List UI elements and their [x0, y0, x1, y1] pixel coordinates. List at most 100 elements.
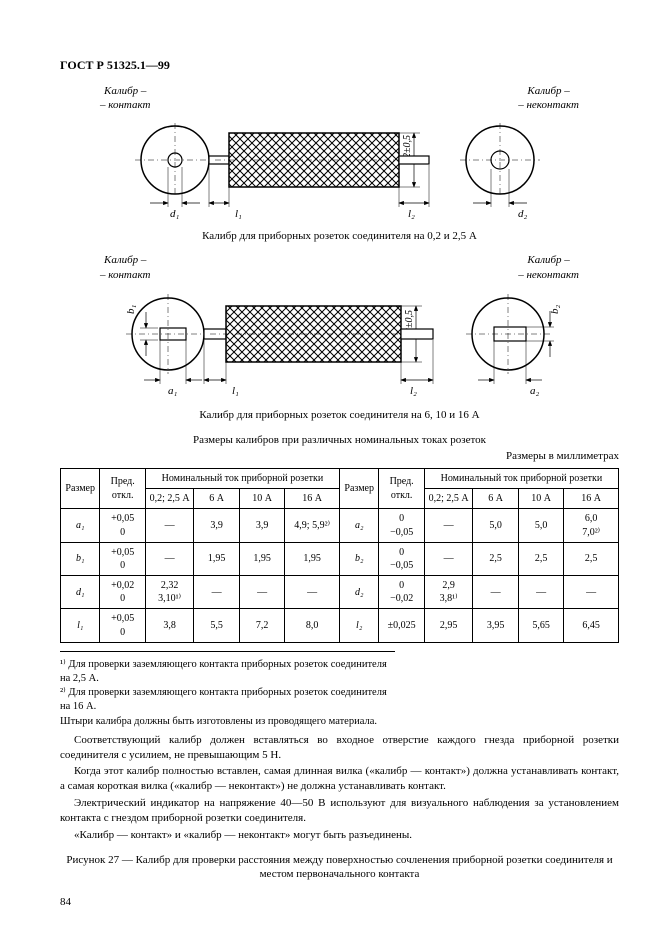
- fig2-labels: Калибр – – контакт Калибр – – неконтакт: [60, 253, 619, 282]
- page: ГОСТ Р 51325.1—99 Калибр – – контакт Кал…: [0, 0, 661, 936]
- fig1-l2: l₂: [408, 208, 415, 220]
- note-3: Штыри калибра должны быть изготовлены из…: [60, 715, 395, 729]
- table-cell: 3,95: [473, 609, 518, 642]
- table-cell: 2,32 3,10¹⁾: [145, 576, 194, 609]
- table-row: a₁+0,05 0—3,93,94,9; 5,9²⁾a₂0 −0,05—5,05…: [61, 509, 619, 542]
- note-2: ²⁾ Для проверки заземляющего контакта пр…: [60, 686, 395, 714]
- figure-27-caption: Рисунок 27 — Калибр для проверки расстоя…: [60, 853, 619, 882]
- table-cell: 8,0: [285, 609, 340, 642]
- table-cell: a₁: [61, 509, 100, 542]
- table-cell: ±0,025: [379, 609, 424, 642]
- table-cell: 0 −0,05: [379, 509, 424, 542]
- th-c4r: 16 А: [564, 489, 619, 509]
- th-group-1: Номинальный ток приборной розетки: [145, 468, 339, 488]
- table-cell: —: [424, 542, 473, 575]
- table-cell: —: [518, 576, 563, 609]
- table-cell: 1,95: [285, 542, 340, 575]
- para-3: Электрический индикатор на напряжение 40…: [60, 796, 619, 826]
- table-cell: 2,5: [473, 542, 518, 575]
- table-cell: +0,05 0: [100, 509, 145, 542]
- th-group-2: Номинальный ток приборной розетки: [424, 468, 618, 488]
- table-cell: 7,2: [239, 609, 284, 642]
- th-size-2: Размер: [339, 468, 378, 508]
- fig1-label-left-2: – контакт: [100, 99, 150, 111]
- fig2-label-right-1: Калибр –: [527, 254, 569, 266]
- table-cell: 0 −0,05: [379, 542, 424, 575]
- fig1-label-right-2: – неконтакт: [518, 99, 579, 111]
- table-cell: 2,95: [424, 609, 473, 642]
- table-cell: 3,9: [194, 509, 239, 542]
- table-cell: 2,5: [518, 542, 563, 575]
- fig1-d2: d₂: [518, 208, 528, 220]
- table-body: a₁+0,05 0—3,93,94,9; 5,9²⁾a₂0 −0,05—5,05…: [61, 509, 619, 643]
- table-title: Размеры калибров при различных номинальн…: [60, 433, 619, 448]
- dimension-table: Размер Пред. откл. Номинальный ток прибо…: [60, 468, 619, 643]
- th-c1l: 0,2; 2,5 А: [145, 489, 194, 509]
- table-cell: —: [424, 509, 473, 542]
- table-cell: b₁: [61, 542, 100, 575]
- para-2: Когда этот калибр полностью вставлен, са…: [60, 764, 619, 794]
- para-1: Соответствующий калибр должен вставлятьс…: [60, 733, 619, 763]
- table-cell: 4,9; 5,9²⁾: [285, 509, 340, 542]
- document-id: ГОСТ Р 51325.1—99: [60, 58, 619, 74]
- fig2-label-left-1: Калибр –: [104, 254, 146, 266]
- fig2-caption: Калибр для приборных розеток соединителя…: [60, 408, 619, 423]
- fig2-label-right-2: – неконтакт: [518, 269, 579, 281]
- table-cell: +0,05 0: [100, 609, 145, 642]
- table-cell: 5,0: [518, 509, 563, 542]
- th-tol-2: Пред. откл.: [379, 468, 424, 508]
- th-tol-1: Пред. откл.: [100, 468, 145, 508]
- table-cell: —: [285, 576, 340, 609]
- fig1-label-left-1: Калибр –: [104, 85, 146, 97]
- fig1-label-right-1: Калибр –: [527, 85, 569, 97]
- table-cell: l₁: [61, 609, 100, 642]
- th-c1r: 0,2; 2,5 А: [424, 489, 473, 509]
- table-cell: —: [194, 576, 239, 609]
- figure-1: d₁ l₁ 12±0,5 l₂ d₂: [120, 115, 560, 225]
- table-cell: 1,95: [239, 542, 284, 575]
- table-cell: 0 −0,02: [379, 576, 424, 609]
- th-size-1: Размер: [61, 468, 100, 508]
- table-cell: 1,95: [194, 542, 239, 575]
- table-units: Размеры в миллиметрах: [60, 449, 619, 464]
- figure-2: b₁ a₁ l₁ 12±0,5 l₂: [110, 284, 570, 404]
- table-cell: l₂: [339, 609, 378, 642]
- table-cell: 5,0: [473, 509, 518, 542]
- th-c2r: 6 А: [473, 489, 518, 509]
- table-cell: 3,8: [145, 609, 194, 642]
- body-text: Соответствующий калибр должен вставлятьс…: [60, 733, 619, 843]
- table-cell: 5,65: [518, 609, 563, 642]
- table-row: d₁+0,02 02,32 3,10¹⁾———d₂0 −0,022,9 3,8¹…: [61, 576, 619, 609]
- table-cell: 2,5: [564, 542, 619, 575]
- fig1-d1: d₁: [170, 208, 180, 220]
- fig2-b2: b₂: [549, 305, 561, 315]
- footnotes: ¹⁾ Для проверки заземляющего контакта пр…: [60, 651, 395, 729]
- fig2-l2: l₂: [410, 385, 417, 397]
- table-cell: +0,02 0: [100, 576, 145, 609]
- th-c3r: 10 А: [518, 489, 563, 509]
- page-number: 84: [60, 895, 71, 910]
- fig2-l1: l₁: [232, 385, 239, 397]
- th-c4l: 16 А: [285, 489, 340, 509]
- table-cell: —: [473, 576, 518, 609]
- table-row: l₁+0,05 03,85,57,28,0l₂±0,0252,953,955,6…: [61, 609, 619, 642]
- fig1-caption: Калибр для приборных розеток соединителя…: [60, 229, 619, 244]
- table-cell: d₂: [339, 576, 378, 609]
- table-cell: —: [239, 576, 284, 609]
- table-cell: 6,45: [564, 609, 619, 642]
- table-cell: 6,0 7,0²⁾: [564, 509, 619, 542]
- th-c2l: 6 А: [194, 489, 239, 509]
- table-cell: 2,9 3,8¹⁾: [424, 576, 473, 609]
- table-row: b₁+0,05 0—1,951,951,95b₂0 −0,05—2,52,52,…: [61, 542, 619, 575]
- th-c3l: 10 А: [239, 489, 284, 509]
- table-cell: 3,9: [239, 509, 284, 542]
- fig1-l1: l₁: [235, 208, 242, 220]
- fig2-b1: b₁: [125, 305, 137, 315]
- table-cell: b₂: [339, 542, 378, 575]
- table-cell: —: [145, 509, 194, 542]
- fig2-a1: a₁: [168, 385, 178, 397]
- table-cell: 5,5: [194, 609, 239, 642]
- note-1: ¹⁾ Для проверки заземляющего контакта пр…: [60, 658, 395, 686]
- para-4: «Калибр — контакт» и «калибр — неконтакт…: [60, 828, 619, 843]
- table-cell: d₁: [61, 576, 100, 609]
